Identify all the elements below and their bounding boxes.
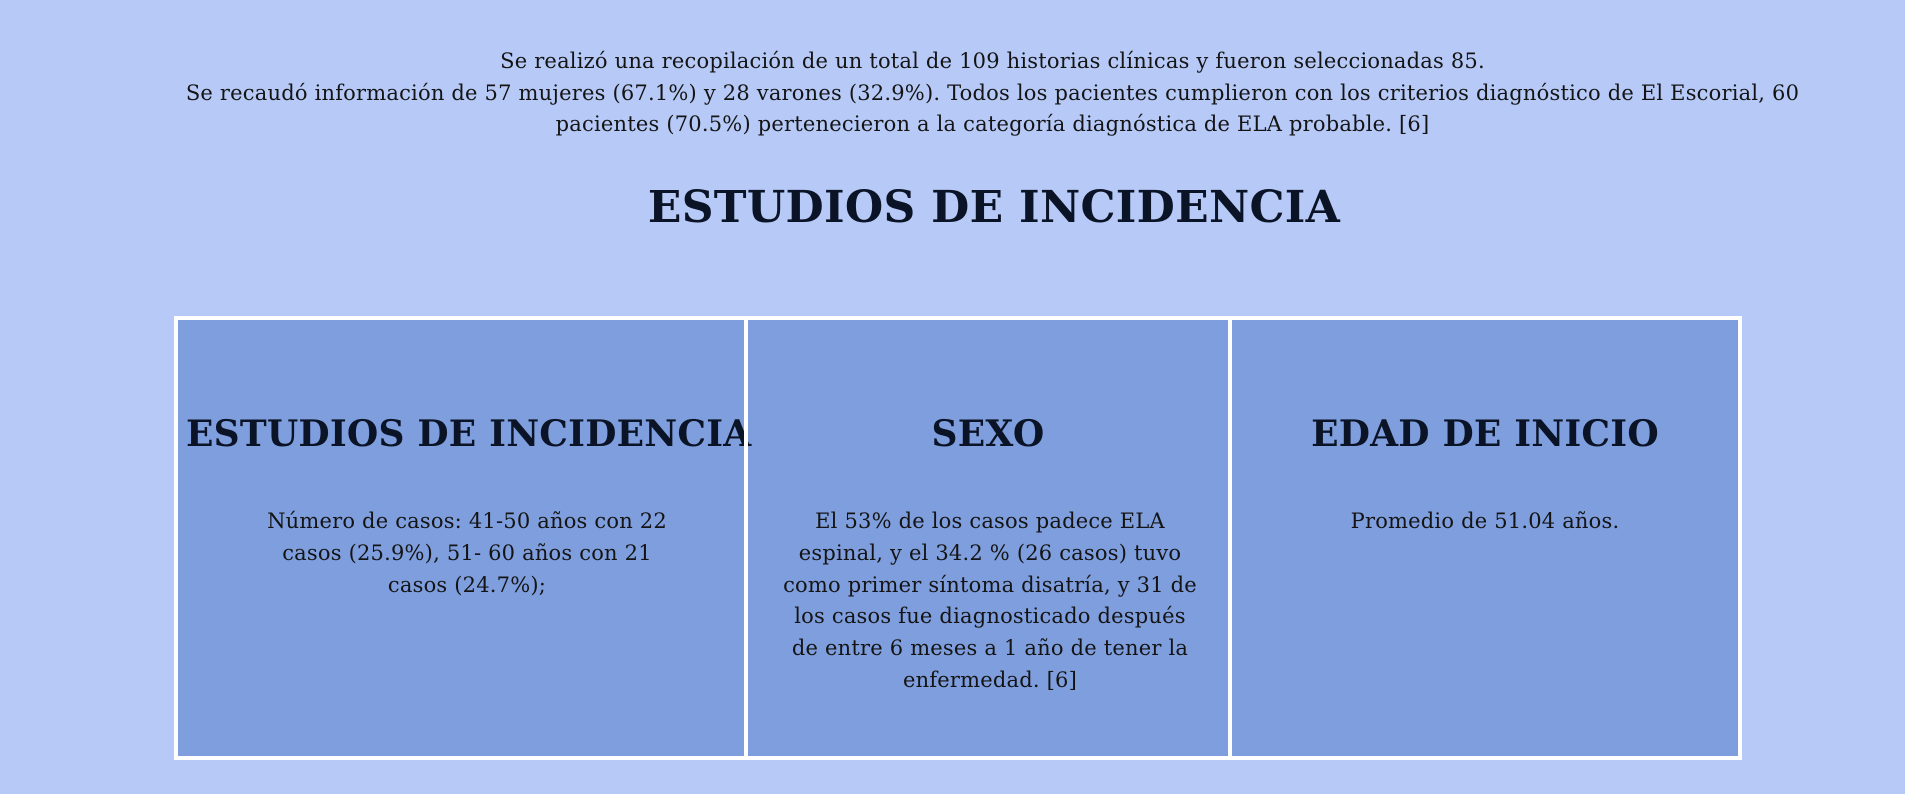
column-text-sex: El 53% de los casos padece ELA espinal, … (783, 509, 1197, 692)
intro-line-1: Se realizó una recopilación de un total … (500, 49, 1485, 73)
table-column-sex: SEXO El 53% de los casos padece ELA espi… (748, 320, 1228, 756)
column-heading-sex: SEXO (931, 413, 1045, 455)
intro-paragraph: Se realizó una recopilación de un total … (180, 46, 1805, 141)
column-divider (744, 320, 748, 756)
intro-line-2: Se recaudó información de 57 mujeres (67… (185, 80, 1800, 137)
column-heading-onset-age: EDAD DE INICIO (1311, 413, 1659, 455)
table-column-incidence: ESTUDIOS DE INCIDENCIA Número de casos: … (186, 320, 752, 756)
column-heading-incidence: ESTUDIOS DE INCIDENCIA (186, 413, 752, 455)
table-column-onset-age: EDAD DE INICIO Promedio de 51.04 años. (1232, 320, 1738, 756)
column-divider (1228, 320, 1232, 756)
page-title: ESTUDIOS DE INCIDENCIA (647, 182, 1341, 233)
info-table: ESTUDIOS DE INCIDENCIA Número de casos: … (174, 316, 1742, 760)
column-text-onset-age: Promedio de 51.04 años. (1350, 509, 1620, 533)
column-text-incidence: Número de casos: 41-50 años con 22 casos… (267, 509, 667, 597)
